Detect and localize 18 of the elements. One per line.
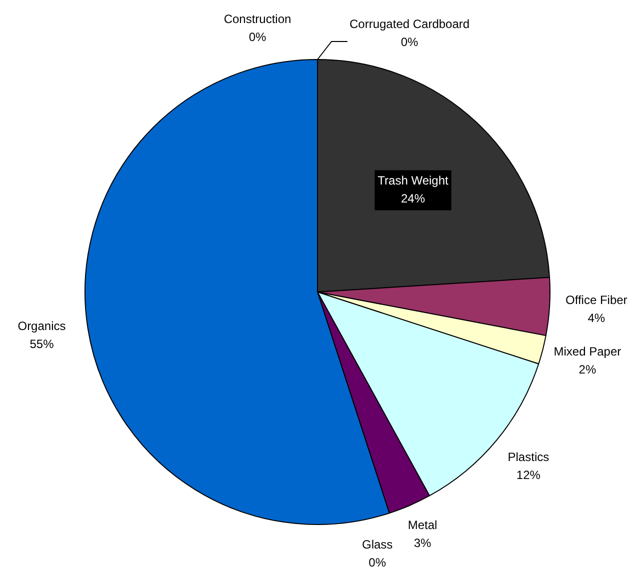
data-label: 3% <box>414 536 432 550</box>
slice-label: Office Fiber <box>565 292 628 307</box>
category-label: Construction <box>224 12 292 26</box>
data-label: 4% <box>588 310 606 325</box>
data-label: 55% <box>30 336 54 351</box>
text: 0% <box>368 555 386 570</box>
text: 0% <box>248 30 266 44</box>
slice-label: Metal <box>408 518 438 532</box>
data-label: 2% <box>578 362 596 377</box>
data-label: 12% <box>516 468 541 482</box>
slice-label: Organics <box>18 318 66 333</box>
text: 0% <box>400 34 418 49</box>
slice-label: Trash Weight <box>378 174 449 188</box>
category-label: Corrugated Cardboard <box>349 16 470 31</box>
slice-label: Plastics <box>508 450 550 464</box>
slice-label: Mixed Paper <box>554 344 622 359</box>
category-label: Glass <box>362 537 393 552</box>
data-label: 24% <box>400 192 426 206</box>
